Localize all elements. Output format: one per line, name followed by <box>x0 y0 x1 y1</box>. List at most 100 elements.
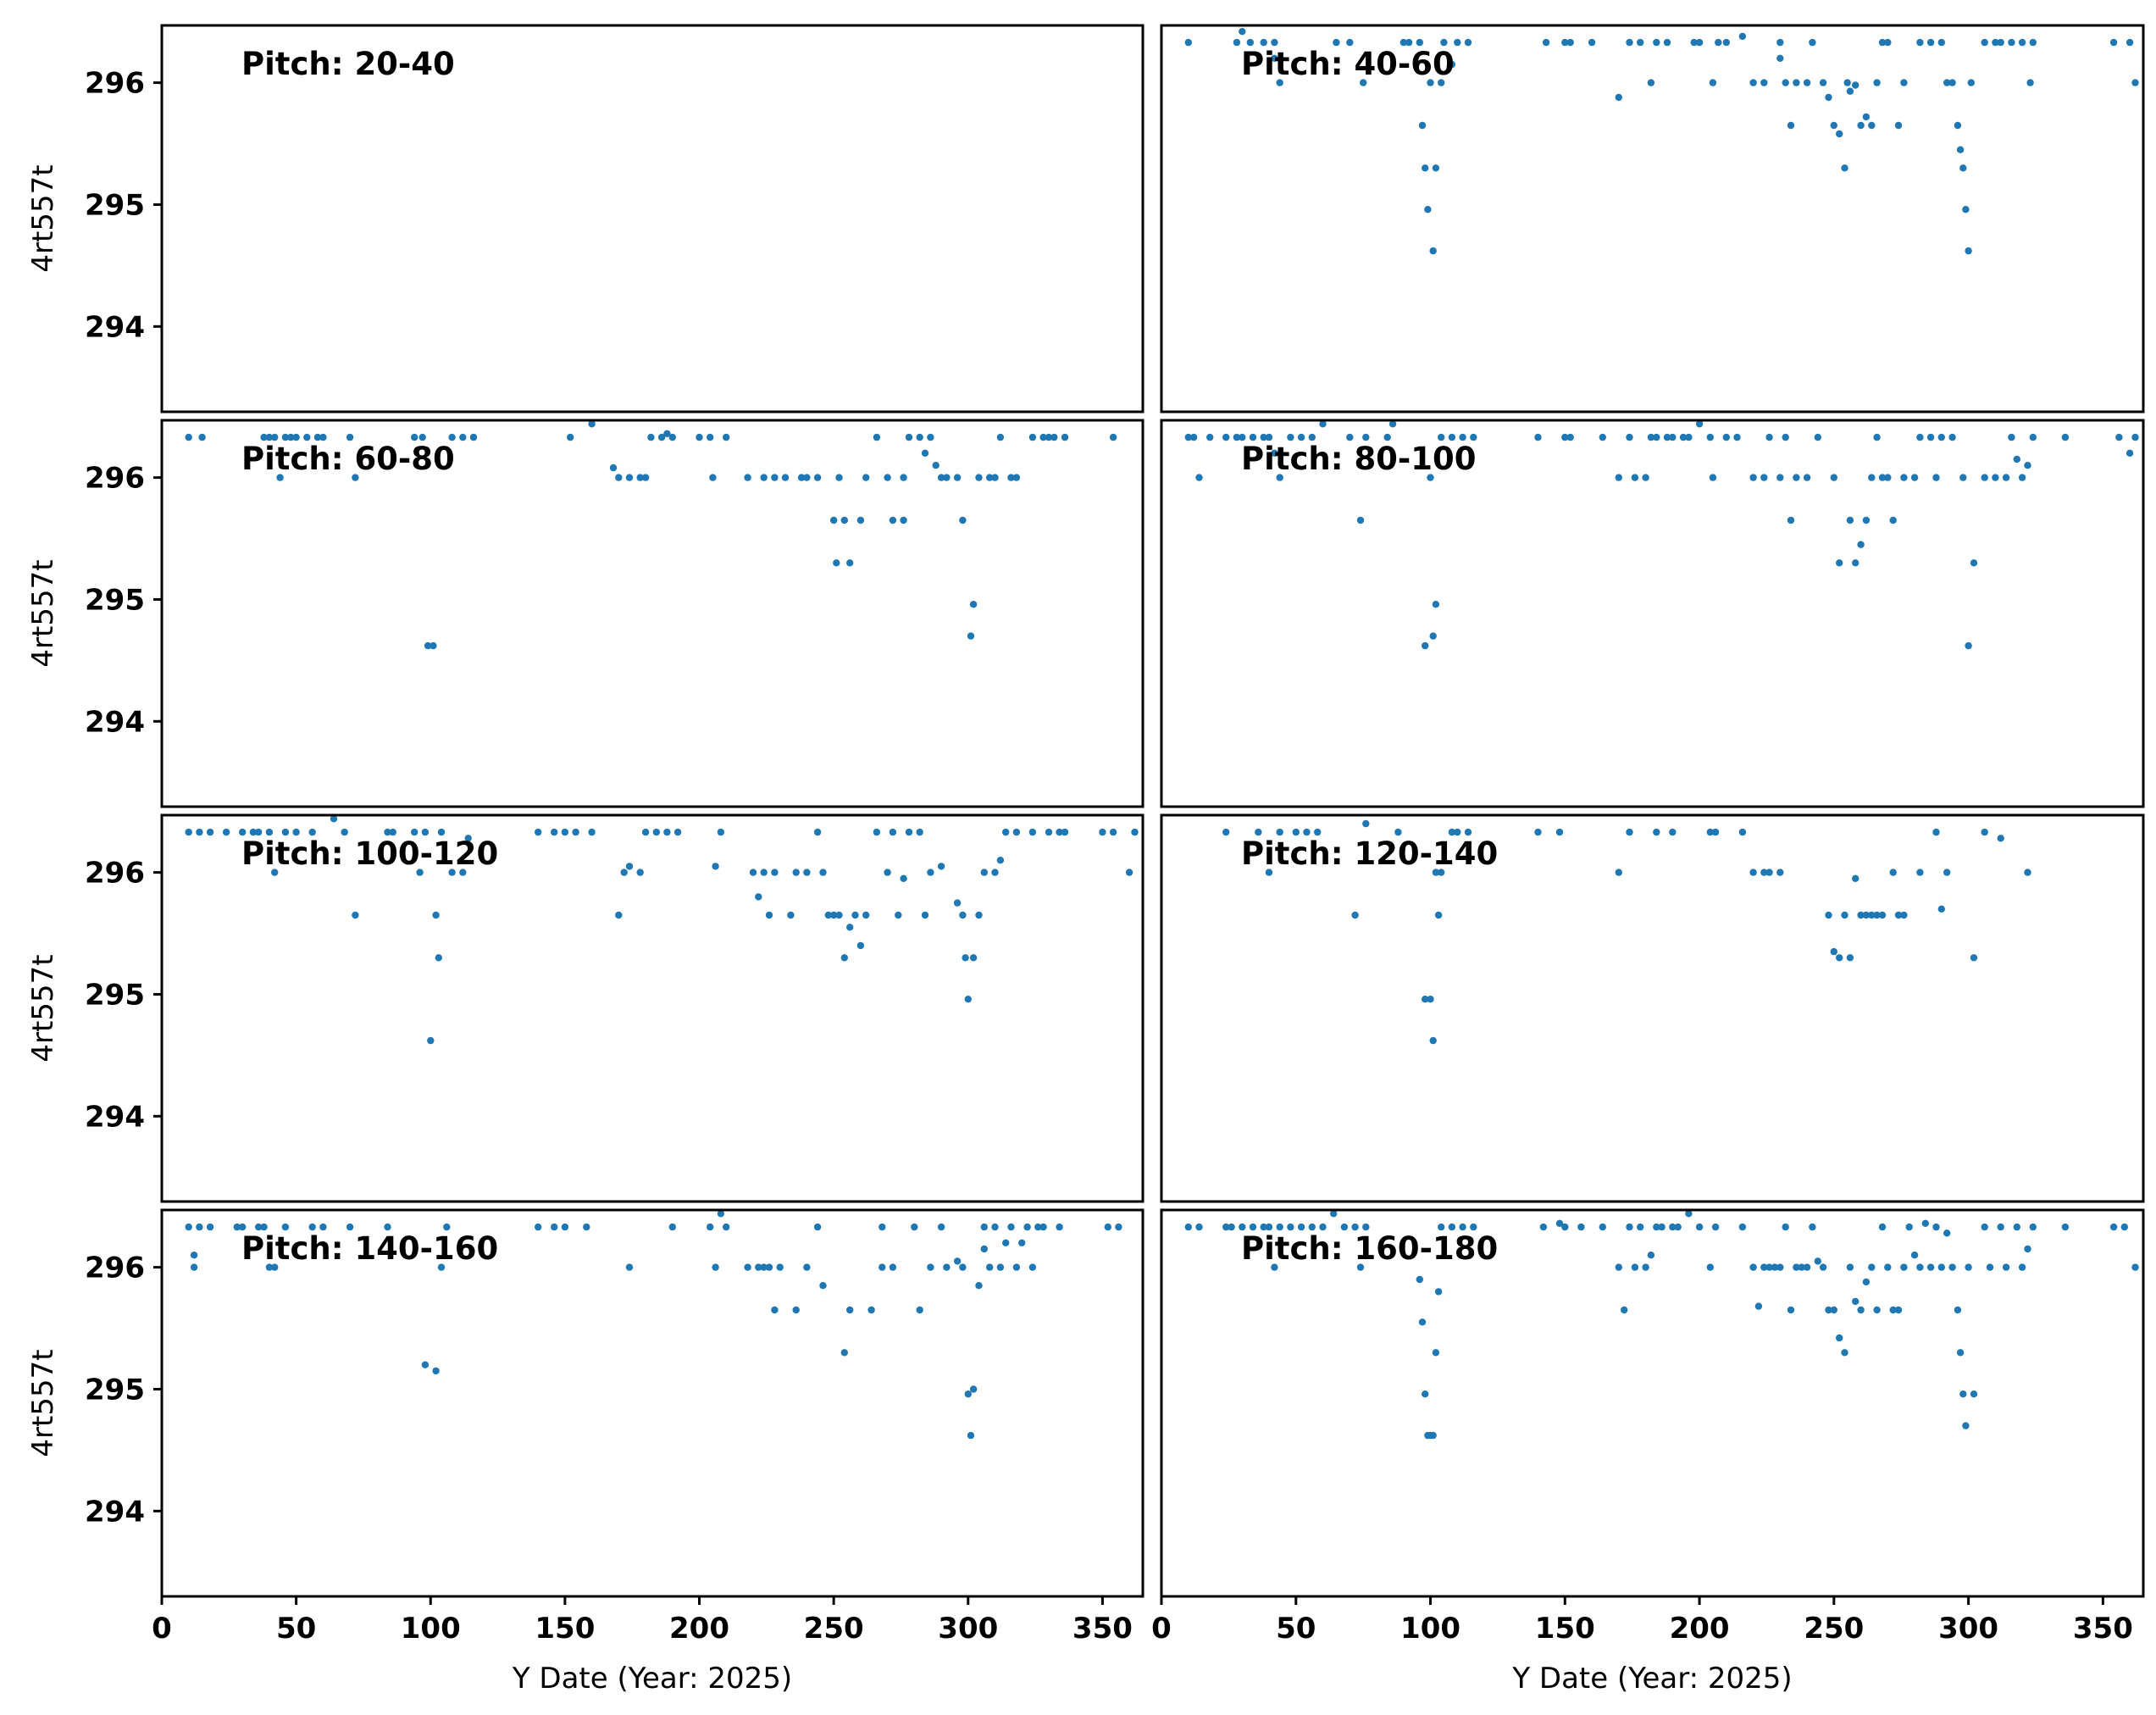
data-point <box>1429 1431 1437 1440</box>
data-point <box>1534 433 1542 441</box>
x-tick-label: 250 <box>804 1612 864 1646</box>
data-point <box>1039 1223 1047 1231</box>
data-point <box>1626 1223 1633 1231</box>
data-point <box>1007 474 1015 481</box>
data-point <box>1841 911 1848 919</box>
data-point <box>1418 121 1427 130</box>
plot-frame <box>1160 24 2145 413</box>
data-point <box>835 474 843 481</box>
data-point <box>411 433 418 441</box>
data-point <box>1814 1257 1821 1265</box>
data-point <box>937 474 945 481</box>
data-point <box>916 1306 923 1314</box>
data-point <box>803 869 811 876</box>
data-point <box>1314 828 1322 836</box>
scatter-series <box>185 815 1139 1045</box>
data-point <box>1351 1223 1359 1231</box>
data-point <box>281 828 290 836</box>
data-point <box>1916 433 1924 441</box>
data-point <box>1276 828 1283 836</box>
data-point <box>443 1223 451 1231</box>
data-point <box>760 474 768 481</box>
data-point <box>341 828 348 836</box>
data-point <box>1464 828 1472 836</box>
data-point <box>749 869 757 876</box>
data-point <box>707 1223 714 1231</box>
data-point <box>1023 1223 1031 1231</box>
data-point <box>1760 1263 1768 1271</box>
y-tick-label: 294 <box>85 1100 145 1134</box>
data-point <box>421 828 430 836</box>
data-point <box>1846 1263 1854 1271</box>
data-point <box>1383 433 1391 441</box>
y-tick-label: 296 <box>85 1252 145 1285</box>
panel-title: Pitch: 60-80 <box>241 441 455 477</box>
data-point <box>1561 38 1569 47</box>
data-point <box>991 869 999 876</box>
data-point <box>1418 1318 1427 1326</box>
data-point <box>308 828 316 836</box>
data-point <box>2029 38 2037 47</box>
data-point <box>1246 38 1255 47</box>
data-point <box>1561 433 1569 441</box>
data-point <box>856 516 865 524</box>
data-point <box>991 1223 999 1231</box>
data-point <box>1956 1349 1965 1357</box>
data-point <box>1050 433 1058 441</box>
data-point <box>1894 1306 1903 1314</box>
data-point <box>448 433 456 441</box>
data-point <box>1948 1263 1956 1271</box>
data-point <box>1873 433 1881 441</box>
data-point <box>1873 911 1881 919</box>
data-point <box>319 1223 327 1231</box>
data-point <box>535 828 542 836</box>
data-point <box>1873 1306 1881 1314</box>
data-point <box>1782 1223 1789 1231</box>
data-point <box>2013 1223 2020 1231</box>
data-point <box>1760 474 1768 481</box>
data-point <box>723 1223 730 1231</box>
data-point <box>900 474 907 481</box>
data-point <box>1706 433 1715 441</box>
data-point <box>744 474 751 481</box>
data-point <box>878 1263 886 1271</box>
data-point <box>1819 79 1827 86</box>
data-point <box>1765 1263 1773 1271</box>
data-point <box>1932 1223 1940 1231</box>
data-point <box>1228 1223 1235 1231</box>
data-point <box>1308 433 1316 441</box>
plot-frame <box>160 813 1145 1203</box>
data-point <box>895 911 902 919</box>
data-point <box>889 1263 897 1271</box>
data-point <box>287 433 295 441</box>
data-point <box>1028 1263 1037 1271</box>
scatter-series <box>1184 28 2139 255</box>
data-point <box>787 911 795 919</box>
data-point <box>1104 1223 1112 1231</box>
data-point <box>1184 433 1193 441</box>
x-tick-label: 100 <box>1400 1612 1460 1646</box>
data-point <box>1631 1263 1639 1271</box>
data-point <box>900 874 907 883</box>
data-point <box>996 433 1005 441</box>
data-point <box>1722 433 1731 441</box>
data-point <box>437 1263 446 1271</box>
data-point <box>1776 869 1784 876</box>
data-point <box>1830 474 1837 481</box>
data-point <box>932 462 939 469</box>
data-point <box>1900 1263 1908 1271</box>
data-point <box>905 433 913 441</box>
data-point <box>2061 433 2070 441</box>
data-point <box>953 474 962 481</box>
data-point <box>712 863 719 870</box>
data-point <box>921 911 929 919</box>
data-point <box>1109 828 1117 836</box>
data-point <box>1690 38 1698 47</box>
data-point <box>1061 433 1069 441</box>
data-point <box>1868 1263 1876 1271</box>
data-point <box>308 1223 316 1231</box>
data-point <box>352 911 359 919</box>
data-point <box>2126 449 2134 457</box>
data-point <box>249 828 258 836</box>
data-point <box>1992 38 1999 47</box>
